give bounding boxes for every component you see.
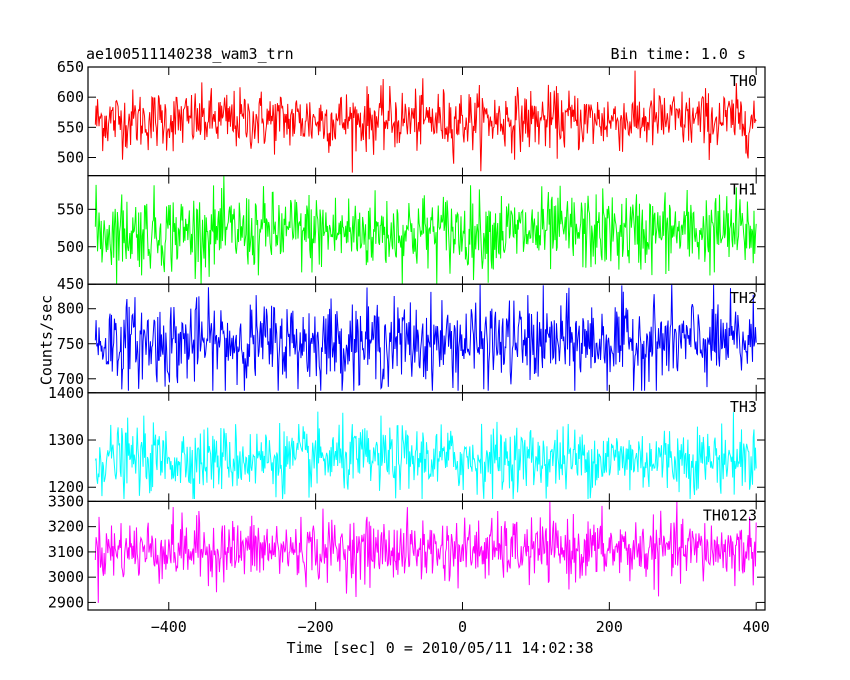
y-tick-label: 550 — [57, 118, 84, 136]
y-tick-label: 450 — [57, 275, 84, 293]
y-tick-label: 3200 — [48, 518, 84, 536]
x-tick-label: −400 — [151, 618, 187, 636]
y-tick-label: 2900 — [48, 593, 84, 611]
series-label-th1: TH1 — [730, 181, 757, 199]
x-tick-label: 400 — [743, 618, 770, 636]
series-line-th3 — [94, 411, 757, 500]
series-label-th0123: TH0123 — [703, 506, 757, 524]
y-tick-label: 3300 — [48, 492, 84, 510]
y-tick-label: 800 — [57, 300, 84, 318]
x-axis-label: Time [sec] 0 = 2010/05/11 14:02:38 — [286, 639, 594, 657]
panel-frame — [87, 500, 766, 611]
y-tick-label: 750 — [57, 335, 84, 353]
y-tick-label: 1300 — [48, 431, 84, 449]
y-tick-label: 700 — [57, 370, 84, 388]
series-label-th3: TH3 — [730, 398, 757, 416]
y-tick-label: 3100 — [48, 543, 84, 561]
x-tick-label: 0 — [458, 618, 467, 636]
y-axis-label: Counts/sec — [37, 294, 56, 386]
y-tick-label: 550 — [57, 200, 84, 218]
series-label-th0: TH0 — [730, 72, 757, 90]
bin-time-label: Bin time: 1.0 s — [610, 45, 746, 63]
x-tick-label: −200 — [298, 618, 334, 636]
y-tick-label: 3000 — [48, 568, 84, 586]
series-line-th2 — [94, 284, 757, 391]
series-line-th0 — [94, 70, 757, 173]
chart-title: ae100511140238_wam3_trn — [86, 45, 294, 63]
y-tick-label: 1400 — [48, 384, 84, 402]
x-tick-label: 200 — [596, 618, 623, 636]
series-line-th1 — [94, 175, 757, 285]
y-tick-label: 500 — [57, 238, 84, 256]
y-tick-label: 650 — [57, 58, 84, 76]
series-label-th2: TH2 — [730, 289, 757, 307]
y-tick-label: 500 — [57, 149, 84, 167]
series-line-th0123 — [94, 501, 757, 603]
y-tick-label: 600 — [57, 88, 84, 106]
y-tick-label: 1200 — [48, 478, 84, 496]
